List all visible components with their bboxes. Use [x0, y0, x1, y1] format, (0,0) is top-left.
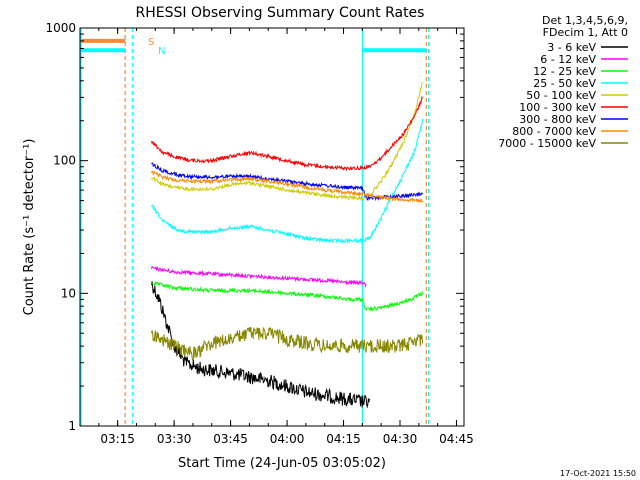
legend-entry-6: 100 - 300 keV: [519, 101, 596, 114]
legend-entry-8: 800 - 7000 keV: [512, 125, 596, 138]
series-line-7: [151, 162, 424, 202]
y-tick-label-3: 100: [53, 154, 76, 168]
legend-entry-4: 25 - 50 keV: [533, 77, 596, 90]
series-line-9: [151, 326, 424, 362]
legend-entry-9: 7000 - 15000 keV: [498, 137, 596, 150]
series-line-2: [151, 265, 367, 288]
series-line-3: [151, 280, 424, 312]
series-line-8: [151, 170, 424, 204]
series-line-4: [151, 118, 424, 245]
legend-entry-7: 300 - 800 keV: [519, 113, 596, 126]
plot-area: SN: [80, 28, 430, 426]
legend: Det 1,3,4,5,6,9,FDecim 1, Att 0 3 - 6 keV…: [498, 14, 628, 150]
legend-entry-2: 6 - 12 keV: [540, 53, 596, 66]
x-tick-label-3: 03:45: [213, 432, 248, 446]
plot-frame: [79, 27, 465, 427]
x-tick-label-4: 04:00: [270, 432, 305, 446]
legend-entry-3: 12 - 25 keV: [533, 65, 596, 78]
footer-timestamp: 17-Oct-2021 15:50: [560, 469, 636, 478]
x-tick-label-6: 04:30: [383, 432, 418, 446]
x-axis-label: Start Time (24-Jun-05 03:05:02): [178, 456, 386, 471]
x-tick-label-7: 04:45: [439, 432, 474, 446]
x-tick-label-5: 04:15: [326, 432, 361, 446]
y-tick-label-2: 10: [61, 286, 76, 300]
x-tick-label-1: 03:15: [100, 432, 135, 446]
legend-entry-5: 50 - 100 keV: [526, 89, 596, 102]
legend-header-line-1: Det 1,3,4,5,6,9,: [542, 14, 628, 27]
series-line-1: [151, 281, 370, 409]
legend-entry-1: 3 - 6 keV: [547, 41, 596, 54]
legend-header-line-2: FDecim 1, Att 0: [543, 26, 628, 39]
chart-title: RHESSI Observing Summary Count Rates: [136, 5, 425, 21]
axes: 03:15 03:30 03:45 04:00 04:15 04:30 04:45 1 10 10…: [45, 21, 473, 446]
y-axis-label: Count Rate (s⁻¹ detector⁻¹): [22, 139, 37, 316]
x-tick-label-2: 03:30: [157, 432, 192, 446]
series-line-5: [151, 81, 424, 202]
flag-label-n: N: [158, 46, 165, 57]
flag-label-s: S: [148, 37, 154, 48]
series-line-6: [151, 95, 424, 172]
y-tick-label-1: 1: [68, 419, 76, 433]
y-tick-label-4: 1000: [45, 21, 76, 35]
